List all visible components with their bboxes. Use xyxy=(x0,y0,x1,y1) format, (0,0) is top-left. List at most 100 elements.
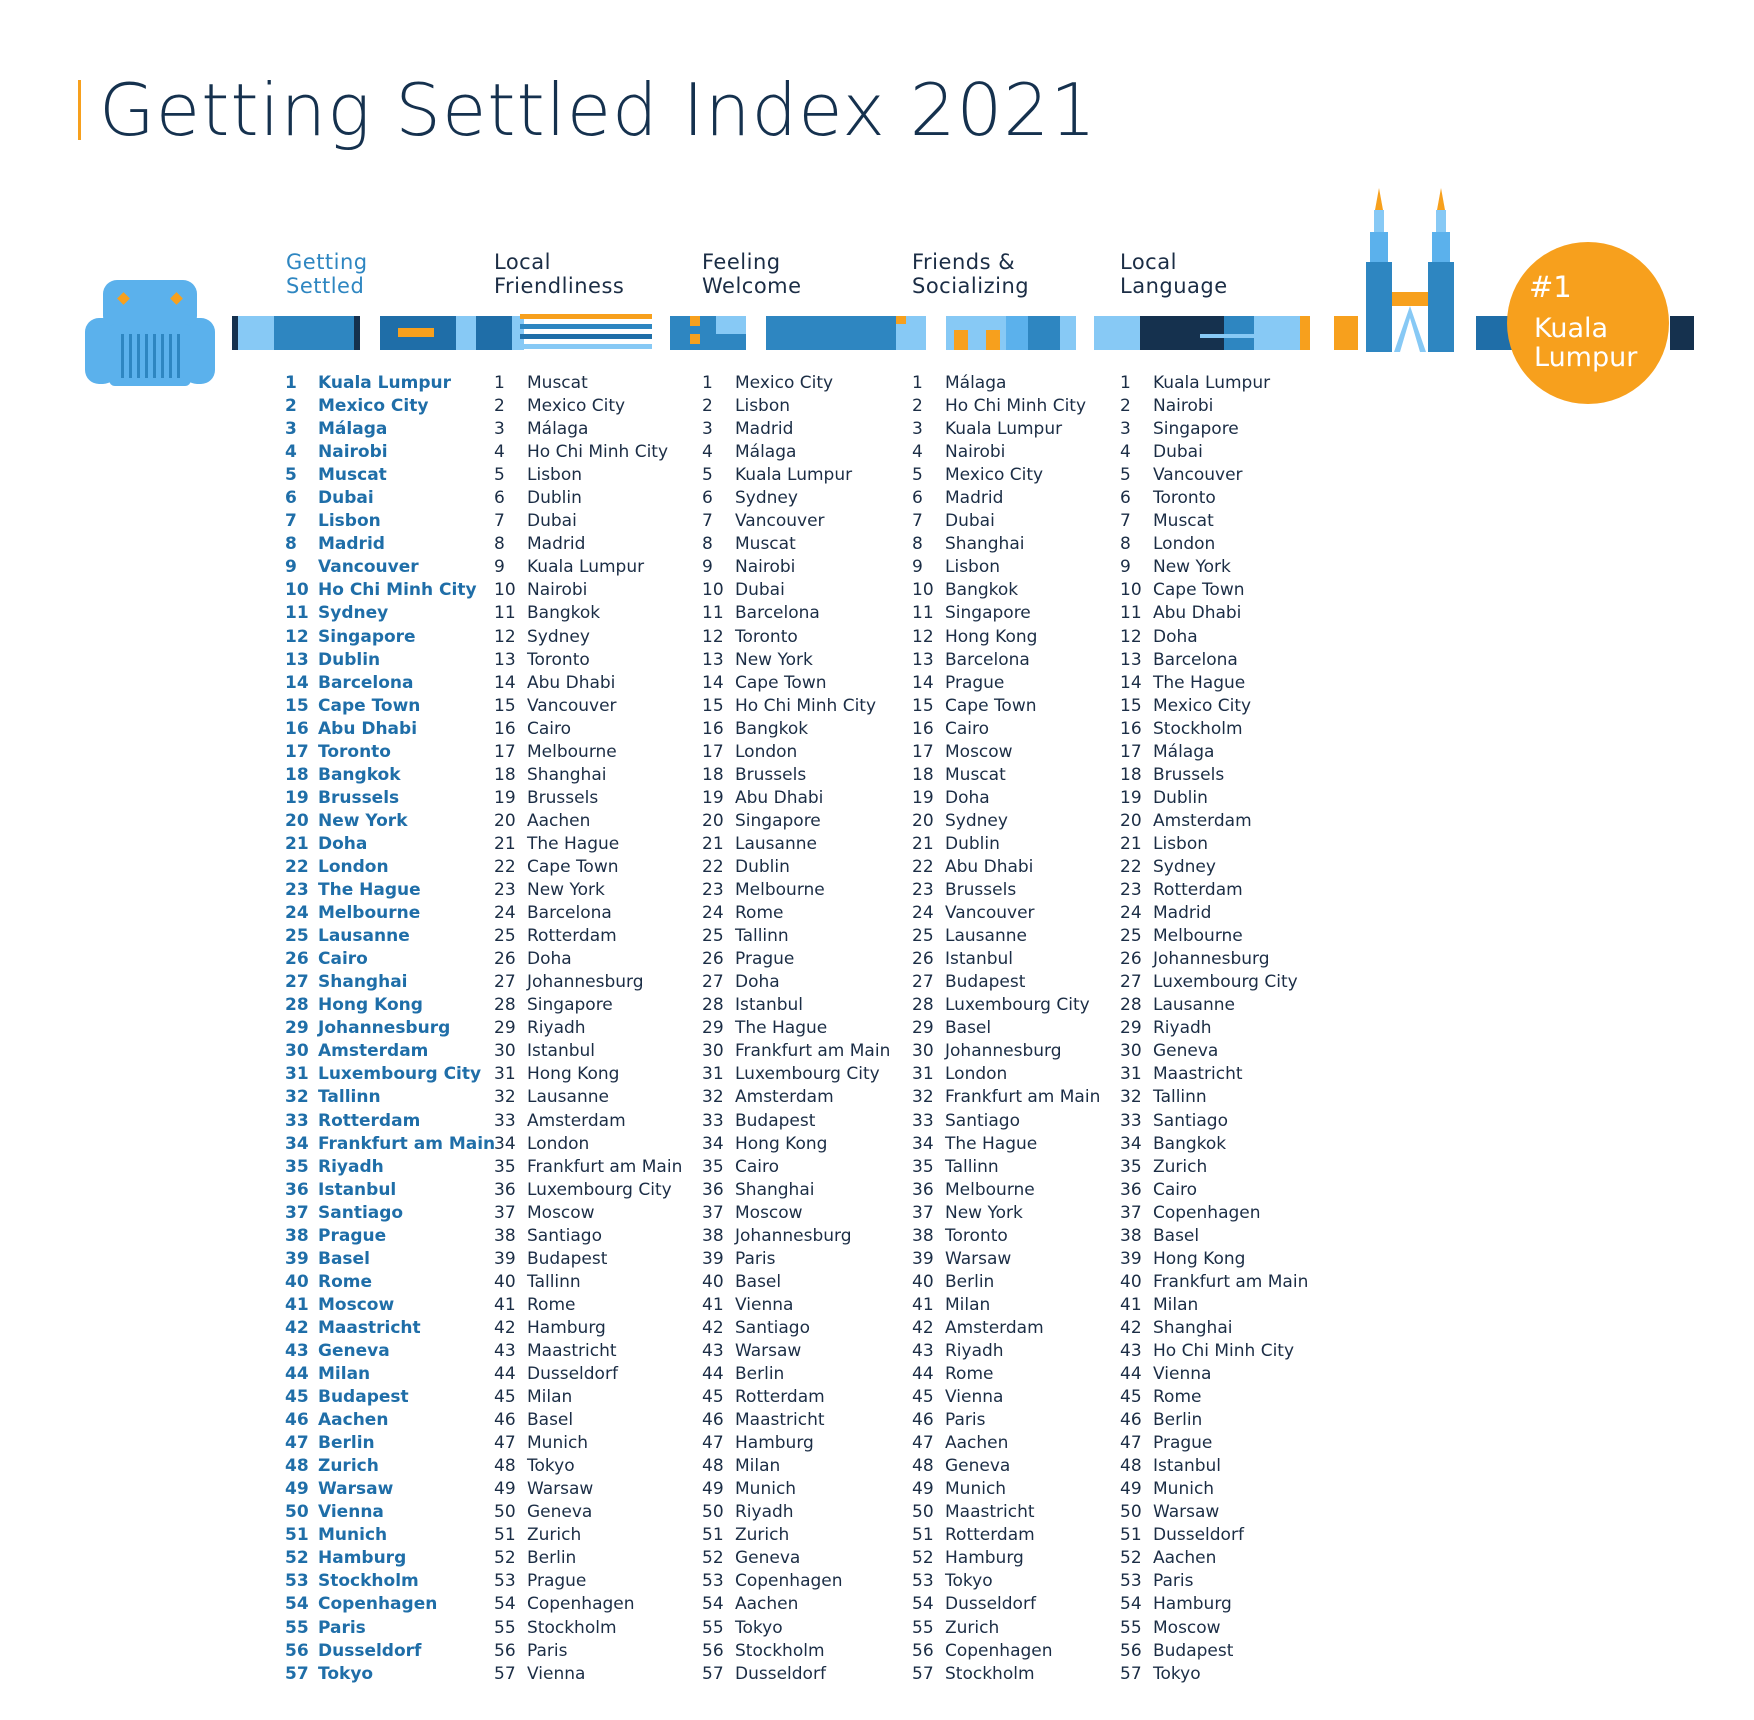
city-name: Muscat xyxy=(527,373,588,393)
city-name: Melbourne xyxy=(945,1179,1035,1200)
city-name: Sydney xyxy=(735,488,798,509)
rank-number: 13 xyxy=(912,649,934,670)
column-title-line1: Local xyxy=(1120,250,1177,274)
ranking-row: 10 Dubai xyxy=(702,579,890,602)
rank-number: 13 xyxy=(1120,649,1142,670)
ranking-row: 16 Stockholm xyxy=(1120,718,1308,741)
ranking-row: 18 Brussels xyxy=(702,764,890,787)
rank-number: 42 xyxy=(494,1317,516,1338)
city-name: Ho Chi Minh City xyxy=(735,695,877,716)
city-name: Johannesburg xyxy=(527,972,644,993)
ranking-row: 41 Rome xyxy=(494,1294,682,1317)
ranking-row: 31 Luxembourg City xyxy=(285,1063,495,1086)
rank-number: 49 xyxy=(702,1479,724,1500)
ranking-row: 29 Johannesburg xyxy=(285,1017,495,1040)
city-name: Luxembourg City xyxy=(1153,972,1298,993)
badge-city-line2: Lumpur xyxy=(1534,342,1638,373)
ranking-row: 55 Paris xyxy=(285,1617,495,1640)
rank-number: 40 xyxy=(285,1271,309,1292)
city-name: Budapest xyxy=(945,972,1026,993)
ranking-list-local-friendliness: 1 Muscat 2 Mexico City 3 Málaga 4 Ho Chi Minh C… xyxy=(494,372,682,1686)
rank-number: 18 xyxy=(912,764,934,785)
city-name: Amsterdam xyxy=(527,1110,626,1131)
rank-number: 39 xyxy=(702,1248,724,1269)
rank-number: 8 xyxy=(912,534,923,555)
city-name: Vancouver xyxy=(735,511,825,532)
city-name: Riyadh xyxy=(1153,1018,1212,1039)
city-name: Lausanne xyxy=(318,926,410,947)
ranking-row: 4 Dubai xyxy=(1120,441,1308,464)
rank-number: 26 xyxy=(285,949,309,970)
ranking-row: 38 Basel xyxy=(1120,1225,1308,1248)
ranking-row: 9 Vancouver xyxy=(285,556,495,579)
ranking-row: 11 Abu Dhabi xyxy=(1120,602,1308,625)
ranking-row: 31 Maastricht xyxy=(1120,1063,1308,1086)
column-header-friends-socializing: Friends & Socializing xyxy=(912,250,1029,298)
city-name: Stockholm xyxy=(735,1640,825,1661)
ranking-row: 20 New York xyxy=(285,810,495,833)
ranking-row: 31 Hong Kong xyxy=(494,1063,682,1086)
rank-number: 15 xyxy=(912,695,934,716)
ranking-row: 35 Cairo xyxy=(702,1156,890,1179)
rank-number: 38 xyxy=(285,1225,309,1246)
rank-number: 56 xyxy=(912,1640,934,1661)
city-name: Dubai xyxy=(527,511,577,532)
rank-number: 14 xyxy=(702,672,724,693)
rank-number: 35 xyxy=(494,1156,516,1177)
city-name: Lisbon xyxy=(735,396,791,417)
ranking-row: 14 Abu Dhabi xyxy=(494,672,682,695)
ranking-row: 11 Sydney xyxy=(285,602,495,625)
rank-number: 57 xyxy=(494,1663,516,1684)
ranking-row: 2 Nairobi xyxy=(1120,395,1308,418)
rank-number: 6 xyxy=(494,488,505,509)
city-name: Abu Dhabi xyxy=(318,718,418,739)
rank-number: 1 xyxy=(285,373,297,393)
rank-number: 10 xyxy=(912,580,934,601)
ranking-row: 36 Luxembourg City xyxy=(494,1179,682,1202)
ranking-row: 11 Singapore xyxy=(912,602,1100,625)
city-name: Bangkok xyxy=(318,764,401,785)
city-name: Prague xyxy=(527,1571,587,1592)
rank-number: 24 xyxy=(494,903,516,924)
ranking-row: 30 Amsterdam xyxy=(285,1040,495,1063)
title-block: Getting Settled Index 2021 xyxy=(78,68,1097,152)
ranking-row: 29 Riyadh xyxy=(494,1017,682,1040)
ranking-row: 36 Cairo xyxy=(1120,1179,1308,1202)
city-name: Doha xyxy=(1153,626,1198,647)
city-name: Berlin xyxy=(735,1364,785,1385)
city-name: Barcelona xyxy=(735,603,820,624)
city-name: Málaga xyxy=(945,373,1007,393)
rank-number: 3 xyxy=(494,419,505,440)
city-name: Tokyo xyxy=(318,1663,374,1684)
city-name: Vancouver xyxy=(945,903,1035,924)
city-name: Johannesburg xyxy=(318,1018,451,1039)
rank-number: 17 xyxy=(912,741,934,762)
city-name: Dusseldorf xyxy=(318,1640,422,1661)
rank-number: 16 xyxy=(1120,718,1142,739)
rank-number: 20 xyxy=(912,810,934,831)
rank-number: 46 xyxy=(702,1410,724,1431)
rank-number: 49 xyxy=(494,1479,516,1500)
ranking-row: 34 The Hague xyxy=(912,1133,1100,1156)
city-name: Vienna xyxy=(945,1387,1004,1408)
badge-city-line1: Kuala xyxy=(1534,313,1609,344)
city-name: The Hague xyxy=(945,1133,1038,1154)
ranking-row: 9 Nairobi xyxy=(702,556,890,579)
rank-number: 19 xyxy=(494,787,516,808)
rank-number: 14 xyxy=(285,672,309,693)
rank-number: 47 xyxy=(494,1433,516,1454)
ranking-row: 25 Lausanne xyxy=(285,925,495,948)
ranking-row: 35 Riyadh xyxy=(285,1156,495,1179)
ranking-row: 22 Cape Town xyxy=(494,856,682,879)
ranking-row: 21 Doha xyxy=(285,833,495,856)
rank-number: 32 xyxy=(702,1087,724,1108)
city-name: Prague xyxy=(945,672,1005,693)
ranking-row: 26 Istanbul xyxy=(912,948,1100,971)
city-name: Rotterdam xyxy=(318,1110,421,1131)
city-name: Vienna xyxy=(527,1663,586,1684)
rank-number: 24 xyxy=(285,903,309,924)
city-name: Barcelona xyxy=(318,672,414,693)
ranking-row: 47 Hamburg xyxy=(702,1432,890,1455)
city-name: Santiago xyxy=(527,1225,602,1246)
rank-number: 10 xyxy=(702,580,724,601)
